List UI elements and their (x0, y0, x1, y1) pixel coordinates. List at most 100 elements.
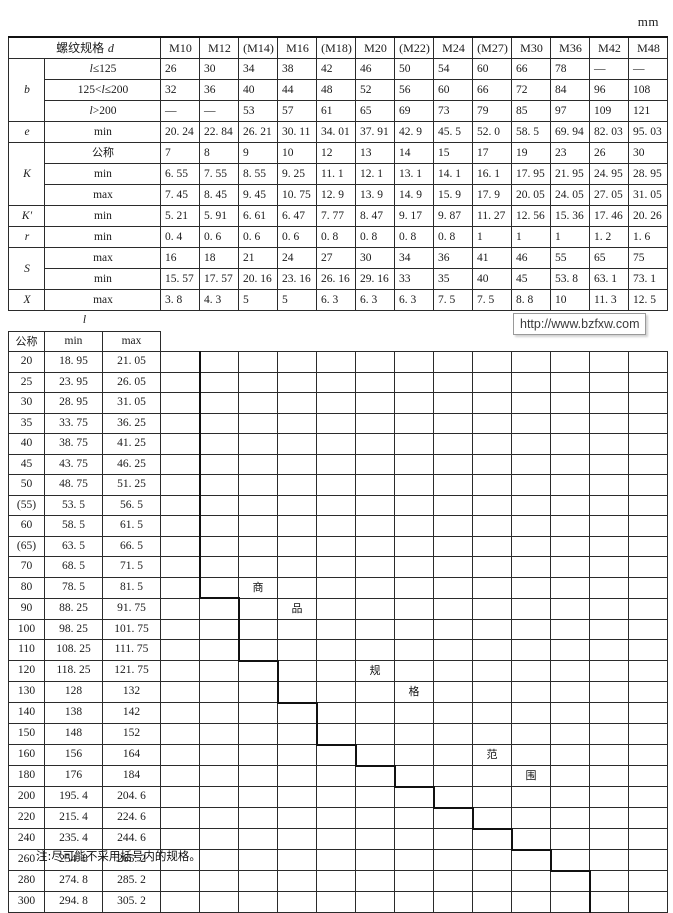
range-grid-cell (355, 433, 396, 455)
length-row: 240 235. 4 244. 6 (8, 827, 669, 850)
length-row: 80 78. 5 81. 5 商 (8, 576, 669, 599)
length-nominal: 50 (8, 474, 45, 496)
range-grid-cell (628, 828, 669, 850)
table-row: 125<l≤200 32 36 40 44 48 52 56 60 66 72 84 96 108 (9, 79, 668, 101)
data-cell: 17. 95 (511, 163, 551, 185)
range-grid-cell (355, 515, 396, 537)
data-cell: 46 (355, 58, 395, 80)
range-grid-cell (433, 828, 474, 850)
spacer-cell (473, 311, 512, 331)
length-col-header: max (101, 330, 162, 352)
data-cell: 73 (433, 100, 473, 122)
range-grid-cell (238, 412, 279, 434)
data-cell: 84 (550, 79, 590, 101)
range-grid-cell (355, 556, 396, 578)
range-grid-cell (277, 556, 318, 578)
length-nominal: (65) (8, 535, 45, 557)
range-grid-cell (589, 474, 630, 496)
data-cell: 52 (355, 79, 395, 101)
range-grid-cell (394, 870, 435, 892)
data-cell: 13. 9 (355, 184, 395, 206)
length-row: 130 128 132 格 (8, 681, 669, 703)
length-max: 36. 25 (101, 412, 162, 434)
length-max: 164 (101, 744, 162, 766)
range-grid-cell (589, 702, 630, 724)
length-nominal: 25 (8, 371, 45, 393)
length-max: 66. 5 (101, 535, 162, 557)
range-grid-cell (628, 515, 669, 537)
range-grid-cell (628, 681, 669, 703)
param-subrow-label: max (44, 184, 161, 206)
data-cell: 4. 3 (199, 289, 239, 311)
data-cell: 66 (472, 79, 512, 101)
data-cell: — (589, 58, 629, 80)
range-grid-cell (238, 371, 279, 393)
data-cell: 29. 16 (355, 268, 395, 290)
range-grid-cell (277, 474, 318, 496)
data-cell: 1 (472, 226, 512, 248)
range-grid-cell (511, 371, 552, 393)
range-grid-cell (237, 639, 279, 661)
range-grid-cell (238, 659, 279, 682)
range-grid-cell (316, 576, 357, 599)
range-grid-cell (355, 371, 396, 393)
param-symbol: S (8, 247, 45, 290)
table-row: K′ min 5. 21 5. 91 6. 61 6. 47 7. 77 8. 47 9. 17… (8, 205, 668, 227)
data-cell: 79 (472, 100, 512, 122)
data-cell: 15. 57 (160, 268, 200, 290)
length-max: 111. 75 (101, 639, 162, 661)
range-grid-cell (237, 597, 279, 620)
data-cell: 19 (511, 142, 551, 164)
range-grid-cell (433, 597, 474, 620)
length-row: 45 43. 75 46. 25 (8, 453, 669, 475)
thread-size-header: M12 (199, 36, 239, 59)
length-min: 118. 25 (44, 660, 103, 682)
range-grid-cell (277, 494, 318, 516)
range-grid-cell (433, 474, 474, 496)
range-grid-cell (277, 371, 318, 393)
range-grid-cell (316, 786, 357, 808)
range-grid-cell (511, 848, 552, 871)
thread-size-header: M10 (160, 36, 200, 59)
length-row: 150 148 152 (8, 723, 669, 745)
range-grid-cell (160, 744, 201, 766)
range-grid-cell (550, 765, 591, 787)
data-cell: 63. 1 (589, 268, 629, 290)
range-grid-cell (550, 597, 591, 620)
range-grid-cell (472, 702, 513, 724)
range-grid-cell (628, 474, 669, 496)
thread-spec-header: 螺纹规格 d (8, 36, 161, 59)
range-grid-cell (199, 681, 240, 703)
range-grid-cell (550, 660, 591, 682)
range-grid-cell (394, 723, 435, 745)
data-cell: 5 (277, 289, 317, 311)
param-symbol: e (8, 121, 45, 143)
range-grid-cell (472, 639, 513, 661)
data-cell: 45. 5 (433, 121, 473, 143)
data-cell: 32 (160, 79, 200, 101)
range-grid-cell (394, 660, 435, 682)
length-max: 184 (101, 765, 162, 787)
data-cell: 7. 77 (316, 205, 356, 227)
length-min: 38. 75 (44, 433, 103, 455)
data-cell: 58. 5 (511, 121, 551, 143)
data-cell: 50 (394, 58, 434, 80)
data-cell: 55 (550, 247, 590, 269)
range-grid-cell (433, 576, 474, 599)
data-cell: — (628, 58, 668, 80)
range-grid-cell (550, 453, 591, 475)
data-cell: 46 (511, 247, 551, 269)
range-grid-cell (550, 535, 591, 557)
length-max: 305. 2 (101, 891, 162, 913)
data-cell: 6. 3 (394, 289, 434, 311)
range-grid-cell (277, 849, 318, 871)
length-row: 70 68. 5 71. 5 (8, 556, 669, 578)
range-grid-cell (550, 786, 591, 808)
data-cell: 78 (550, 58, 590, 80)
param-symbol: r (8, 226, 45, 248)
spacer-cell (239, 311, 278, 331)
length-min: 235. 4 (44, 828, 103, 850)
data-cell: 34 (394, 247, 434, 269)
range-grid-cell (277, 515, 318, 537)
range-grid-cell (550, 474, 591, 496)
